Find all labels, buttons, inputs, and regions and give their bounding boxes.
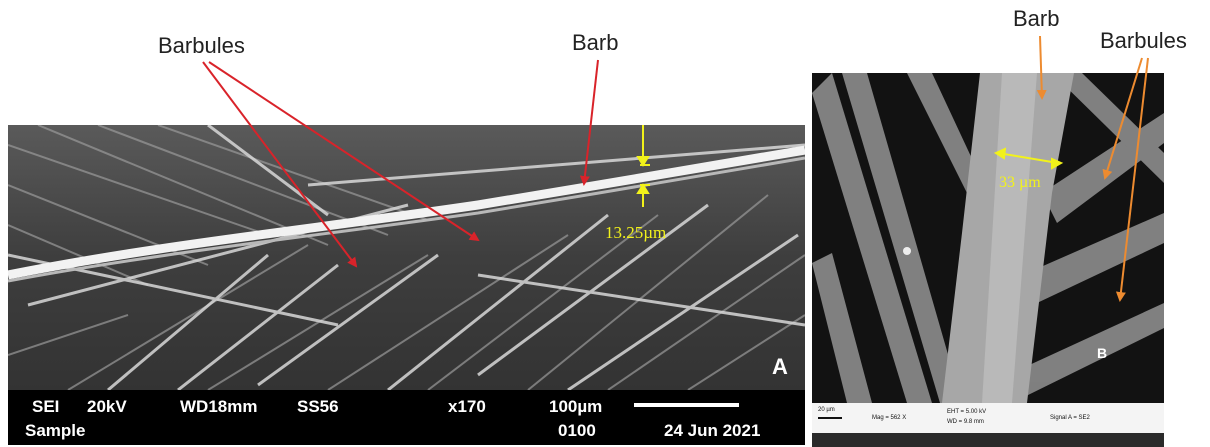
info-bar-a: SEI 20kV WD18mm SS56 x170 100µm Sample 0…: [8, 390, 805, 445]
date-text: 24 Jun 2021: [664, 421, 761, 440]
image-number-text: 0100: [558, 421, 596, 440]
voltage-text: 20kV: [87, 397, 127, 416]
wd-text: WD = 9.8 mm: [947, 419, 984, 425]
barbules-label-left: Barbules: [158, 33, 245, 58]
scale-bar-b: [818, 417, 842, 419]
scale-text-b: 20 µm: [818, 407, 835, 413]
micrograph-b: [812, 73, 1164, 403]
magnification-text-b: Mag = 562 X: [872, 415, 907, 421]
sem-image-b: 33 µm B 20 µm Mag = 562 X EHT = 5.00 kV …: [812, 73, 1164, 447]
barb-label-left: Barb: [572, 30, 619, 55]
working-distance-text: WD18mm: [180, 397, 258, 416]
signal-text: Signal A = SE2: [1050, 415, 1090, 421]
measurement-b: 33 µm: [999, 174, 1041, 191]
measurement-a: 13.25µm: [605, 223, 667, 242]
sample-label: Sample: [25, 421, 86, 440]
panel-a-letter: A: [772, 354, 788, 379]
spot-size-text: SS56: [297, 397, 339, 416]
panel-b-letter: B: [1097, 345, 1108, 361]
scale-text: 100µm: [549, 397, 603, 416]
debris-particle: [903, 247, 911, 255]
scale-bar-a: [634, 403, 739, 407]
magnification-text: x170: [448, 397, 486, 416]
eht-text: EHT = 5.00 kV: [947, 409, 987, 415]
image-bottom-strip: [812, 433, 1164, 447]
info-bar-b: 20 µm Mag = 562 X EHT = 5.00 kV WD = 9.8…: [812, 403, 1164, 433]
micrograph-a: [8, 125, 805, 390]
barb-label-right: Barb: [1013, 6, 1060, 31]
sem-image-a: 13.25µm A SEI 20kV WD18mm SS56 x170 100µ…: [8, 125, 805, 445]
barbules-label-right: Barbules: [1100, 28, 1187, 53]
detector-text: SEI: [32, 397, 60, 416]
